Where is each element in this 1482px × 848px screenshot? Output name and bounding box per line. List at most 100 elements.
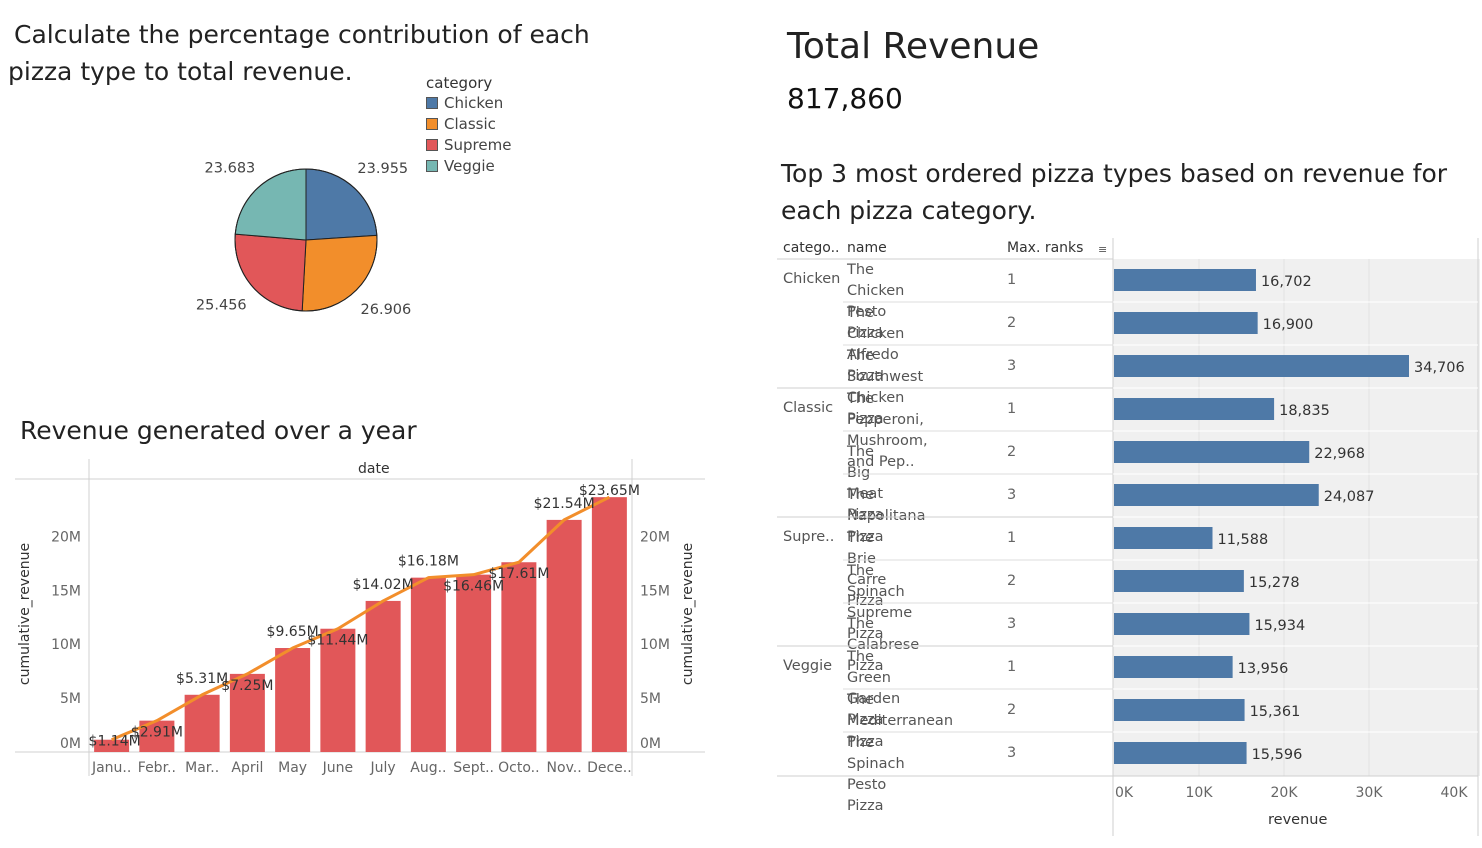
x-tick-label: June — [322, 760, 354, 776]
month-bar[interactable] — [229, 673, 265, 752]
col-header-category[interactable]: catego.. — [783, 240, 840, 256]
pizza-name: The Calabrese Pizza — [847, 614, 919, 677]
month-value-label: $17.61M — [488, 566, 549, 582]
pie-legend: category Chicken Classic Supreme Veggie — [426, 74, 511, 176]
rank-value: 2 — [1007, 444, 1017, 460]
pizza-name-line1: The Spinach Supreme — [847, 563, 913, 621]
cumulative-line[interactable] — [111, 495, 611, 742]
pizza-name-line2: Mushroom, and Pep.. — [847, 433, 928, 470]
y-tick-right: 0M — [640, 736, 661, 752]
month-bar[interactable] — [275, 648, 311, 752]
pizza-name-line1: The Calabrese Pizza — [847, 616, 920, 674]
revenue-bar[interactable] — [1114, 398, 1275, 420]
bar-value-label: 11,588 — [1217, 532, 1268, 548]
y-tick-right: 5M — [640, 691, 661, 707]
rank-value: 3 — [1007, 487, 1017, 503]
month-bar[interactable] — [94, 739, 130, 752]
pizza-name-line2: Pizza — [847, 368, 884, 384]
bar-value-label: 16,900 — [1263, 317, 1314, 333]
legend-item-veggie[interactable]: Veggie — [426, 155, 511, 176]
revenue-bar[interactable] — [1114, 699, 1245, 721]
pizza-name-line1: The Spinach Pesto — [847, 735, 905, 793]
x-tick-label: Aug.. — [410, 760, 446, 776]
month-bar[interactable] — [546, 519, 582, 752]
x-tick-label: May — [278, 760, 307, 776]
rank-value: 2 — [1007, 573, 1017, 589]
month-bar[interactable] — [365, 600, 401, 752]
revenue-bar[interactable] — [1114, 656, 1233, 678]
pizza-name-line2: Pizza — [847, 798, 884, 814]
revenue-bar[interactable] — [1114, 613, 1250, 635]
month-value-label: $11.44M — [307, 633, 368, 649]
pizza-name-line1: The Napolitana Pizza — [847, 487, 926, 545]
col-header-name[interactable]: name — [847, 240, 887, 256]
total-revenue-value: 817,860 — [787, 82, 903, 115]
x-tick-label: Dece.. — [587, 760, 632, 776]
pizza-name-line2: Pizza — [847, 325, 884, 341]
revenue-bar[interactable] — [1114, 484, 1319, 506]
revenue-bar[interactable] — [1114, 312, 1258, 334]
legend-swatch — [426, 159, 438, 172]
revenue-bar[interactable] — [1114, 269, 1256, 291]
x-tick-label: Sept.. — [453, 760, 494, 776]
month-value-label: $21.54M — [534, 496, 595, 512]
pizza-name: The Brie Carre Pizza — [847, 528, 886, 612]
y-tick-right: 20M — [640, 529, 670, 545]
pie-label: 26.906 — [361, 302, 412, 318]
legend-item-supreme[interactable]: Supreme — [426, 134, 511, 155]
x-tick-label: 0K — [1115, 785, 1134, 801]
pizza-name: The Spinach Pesto Pizza — [847, 733, 905, 817]
y-tick-left: 15M — [51, 583, 81, 599]
rank-value: 2 — [1007, 702, 1017, 718]
sort-icon[interactable]: ≡ — [1098, 243, 1108, 256]
month-bar[interactable] — [410, 577, 446, 752]
month-value-label: $9.65M — [267, 624, 319, 640]
top3-title-line2: each pizza category. — [781, 196, 1037, 225]
col-header-rank[interactable]: Max. ranks — [1007, 240, 1084, 256]
bar-value-label: 18,835 — [1279, 403, 1330, 419]
month-value-label: $1.14M — [89, 734, 141, 750]
month-value-label: $7.25M — [221, 678, 273, 694]
month-bar[interactable] — [591, 497, 627, 752]
revenue-bar[interactable] — [1114, 355, 1410, 377]
bar-value-label: 16,702 — [1261, 274, 1312, 290]
pizza-name: The Southwest Chicken Pizza — [847, 346, 923, 430]
month-bar[interactable] — [501, 562, 537, 752]
revenue-bar[interactable] — [1114, 441, 1310, 463]
pizza-name-line1: The Chicken Pesto — [847, 262, 905, 320]
month-value-label: $14.02M — [353, 577, 414, 593]
pie-title-line1: Calculate the percentage contribution of… — [14, 20, 590, 49]
y-tick-left: 10M — [51, 637, 81, 653]
year-top-label: date — [358, 461, 390, 477]
pizza-name-line1: The Brie Carre Pizza — [847, 530, 887, 609]
y-tick-left: 0M — [60, 736, 81, 752]
revenue-bar[interactable] — [1114, 742, 1247, 764]
pizza-name: The Napolitana Pizza — [847, 485, 926, 548]
pizza-name-line1: The Green Garden — [847, 649, 901, 707]
revenue-bar[interactable] — [1114, 527, 1213, 549]
pie-label: 23.955 — [357, 161, 408, 177]
category-label: Chicken — [783, 271, 841, 287]
rank-value: 1 — [1007, 659, 1017, 675]
legend-label: Classic — [444, 114, 496, 133]
revenue-bar[interactable] — [1114, 570, 1244, 592]
legend-item-classic[interactable]: Classic — [426, 113, 511, 134]
month-value-label: $2.91M — [131, 725, 183, 741]
pizza-name-line1: The Big Meat Pizza — [847, 444, 884, 523]
rank-value: 3 — [1007, 745, 1017, 761]
legend-item-chicken[interactable]: Chicken — [426, 92, 511, 113]
month-bar[interactable] — [184, 694, 220, 752]
legend-label: Supreme — [444, 135, 512, 154]
legend-swatch — [426, 138, 438, 151]
legend-swatch — [426, 96, 438, 109]
x-tick-label: April — [231, 760, 263, 776]
category-label: Veggie — [783, 658, 833, 674]
rank-value: 3 — [1007, 616, 1017, 632]
pizza-name-line1: The Mediterranean — [847, 692, 954, 729]
month-bar[interactable] — [456, 574, 492, 752]
month-bar[interactable] — [320, 628, 356, 752]
x-tick-label: Nov.. — [547, 760, 582, 776]
pie-label: 23.683 — [205, 161, 256, 177]
pizza-name-line1: The Southwest — [847, 348, 924, 385]
